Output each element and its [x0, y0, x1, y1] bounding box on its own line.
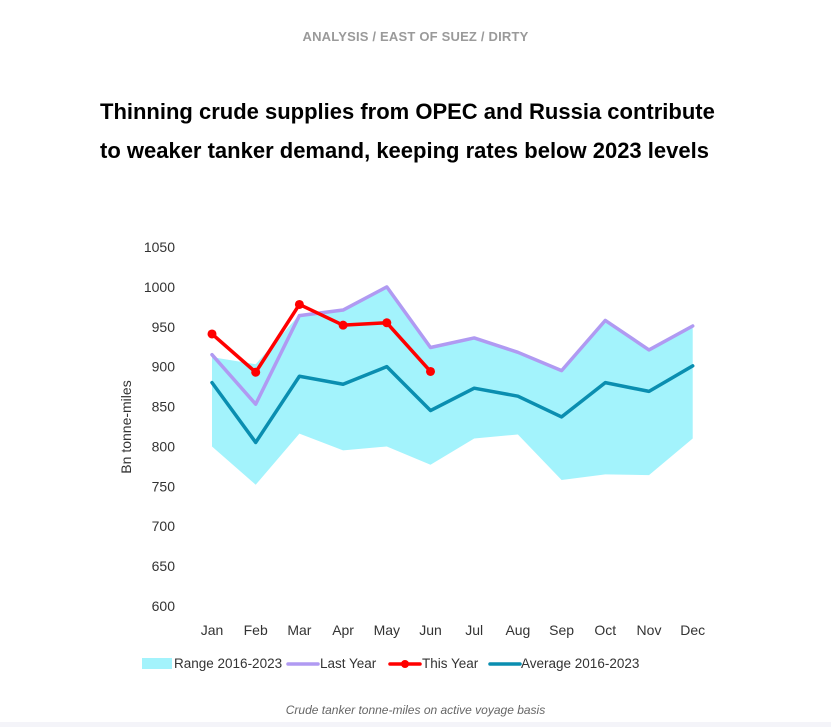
- legend-label-average: Average 2016-2023: [521, 656, 639, 671]
- y-tick-label: 800: [152, 438, 176, 454]
- y-tick-label: 1000: [144, 279, 175, 295]
- x-tick-label: Jan: [201, 622, 224, 638]
- chart-title: Thinning crude supplies from OPEC and Ru…: [100, 99, 715, 163]
- x-tick-label: May: [374, 622, 400, 638]
- legend-swatch-range: [142, 658, 172, 669]
- legend-label-last-year: Last Year: [320, 656, 377, 671]
- y-tick-label: 850: [152, 399, 176, 415]
- legend-marker-this-year: [401, 660, 409, 668]
- tonne-miles-chart: 600 650 700 750 800 850 900 950 1000 1050 Jan Feb M…: [118, 239, 705, 671]
- x-tick-label: Jun: [419, 622, 442, 638]
- y-tick-label: 700: [152, 518, 176, 534]
- breadcrumb: ANALYSIS / EAST OF SUEZ / DIRTY: [302, 29, 529, 44]
- range-area: [212, 286, 693, 485]
- x-tick-label: Feb: [244, 622, 268, 638]
- y-tick-label: 650: [152, 558, 176, 574]
- this-year-point: [207, 329, 217, 339]
- x-tick-label: Mar: [287, 622, 311, 638]
- x-tick-label: Dec: [680, 622, 705, 638]
- chart-caption: Crude tanker tonne-miles on active voyag…: [285, 703, 546, 717]
- this-year-point: [251, 367, 261, 377]
- y-tick-label: 600: [152, 598, 176, 614]
- x-tick-label: Nov: [637, 622, 662, 638]
- this-year-point: [426, 366, 435, 376]
- y-tick-label: 1050: [144, 239, 175, 255]
- last-year-line: [210, 285, 695, 406]
- this-year-point: [294, 299, 304, 309]
- legend-label-this-year: This Year: [422, 656, 479, 671]
- y-tick-label: 950: [152, 319, 176, 335]
- x-tick-label: Sep: [549, 622, 574, 638]
- this-year-line: [210, 302, 433, 375]
- x-tick-label: Jul: [465, 622, 483, 638]
- average-line: [210, 364, 695, 445]
- legend-label-range: Range 2016-2023: [174, 656, 282, 671]
- x-tick-label: Aug: [505, 622, 530, 638]
- this-year-point: [338, 320, 348, 330]
- x-tick-label: Apr: [332, 622, 354, 638]
- this-year-point: [382, 318, 392, 328]
- y-tick-label: 900: [152, 359, 176, 375]
- footer-strip: [0, 722, 831, 727]
- y-tick-label: 750: [152, 478, 176, 494]
- y-axis-label: Bn tonne-miles: [118, 380, 134, 473]
- x-tick-label: Oct: [594, 622, 616, 638]
